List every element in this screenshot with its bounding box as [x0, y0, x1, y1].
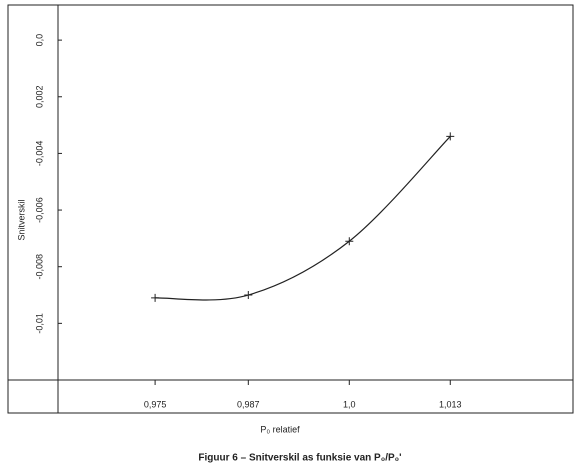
- x-tick-label: 1,013: [439, 399, 462, 409]
- frame: [7, 4, 574, 414]
- x-tick-label: 0,987: [237, 399, 260, 409]
- point-marker: [345, 237, 354, 246]
- y-axis-label: Snitverskil: [16, 199, 26, 240]
- caption: Figuur 6 – Snitverskil as funksie van P₀…: [198, 453, 401, 464]
- x-tick-label: 0,975: [144, 399, 167, 409]
- y-tick-label: 0,002: [34, 86, 44, 109]
- point-marker: [151, 293, 160, 302]
- point-marker: [244, 291, 253, 300]
- y-tick-label: -0,01: [34, 313, 44, 334]
- x-axis-label: P₀ relatief: [260, 424, 300, 434]
- y-tick-label: -0,004: [34, 141, 44, 167]
- y-tick-label: 0,0: [34, 34, 44, 47]
- y-tick-label: -0,006: [34, 197, 44, 223]
- series-line: [155, 136, 451, 301]
- x-tick-label: 1,0: [343, 399, 356, 409]
- y-tick-label: -0,008: [34, 254, 44, 280]
- point-marker: [446, 132, 455, 141]
